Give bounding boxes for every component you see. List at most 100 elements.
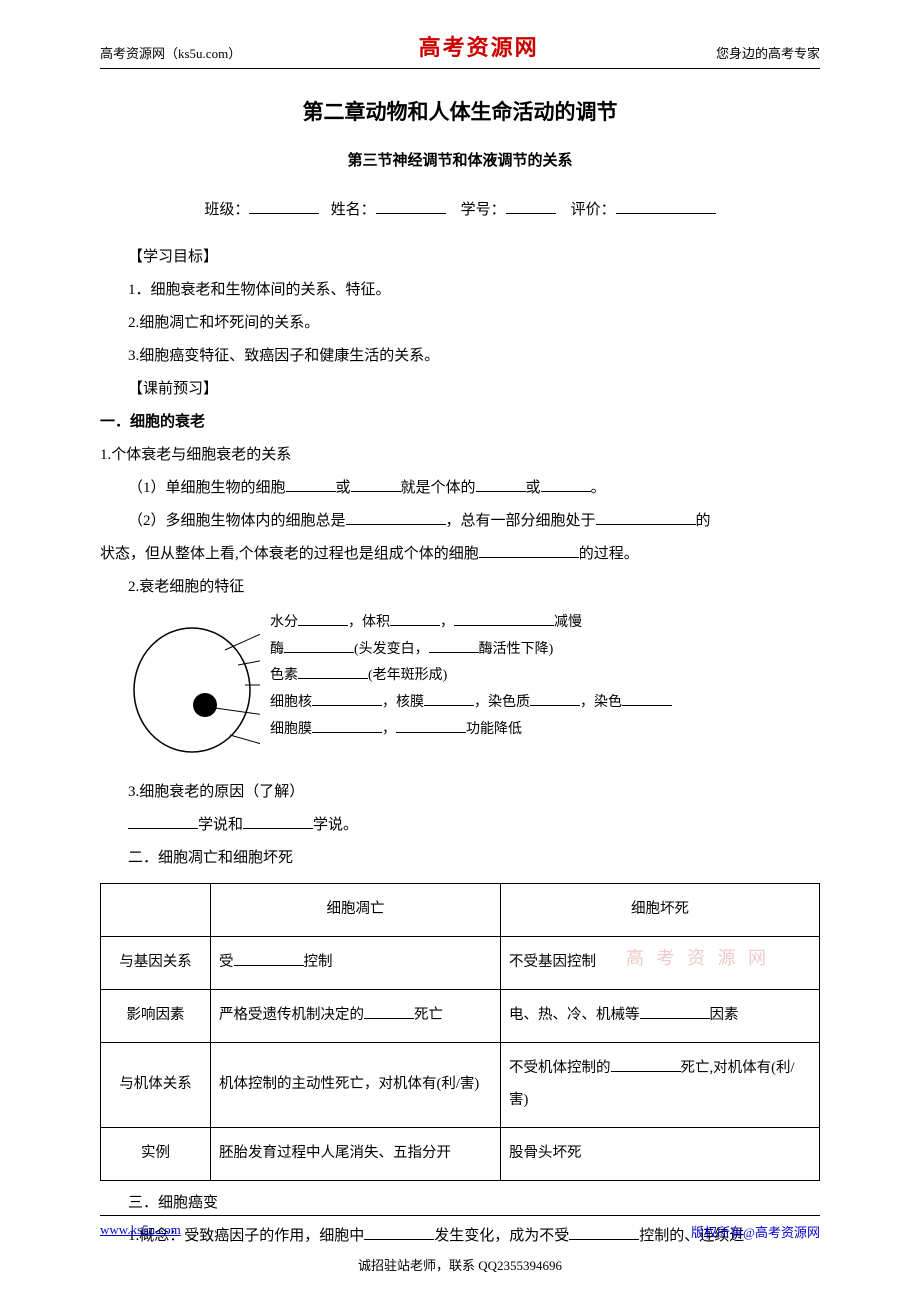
text: 就是个体的 (401, 480, 476, 496)
s1-p3: 3.细胞衰老的原因（了解） (100, 776, 820, 809)
cell: 受 控制 (211, 937, 501, 990)
row-label: 与基因关系 (101, 937, 211, 990)
diag-row-4: 细胞核，核膜，染色质，染色 (270, 690, 672, 717)
footer-copyright: 版权所有@高考资源网 (691, 1222, 820, 1241)
diag-row-2: 酶 (头发变白， 酶活性下降) (270, 637, 672, 664)
blank[interactable] (541, 477, 591, 492)
text: (头发变白， (354, 642, 429, 657)
header-right: 您身边的高考专家 (716, 43, 820, 62)
blank[interactable] (312, 692, 382, 706)
blank[interactable] (530, 692, 580, 706)
text: ， (440, 615, 454, 630)
cell: 不受机体控制的死亡,对机体有(利/害) (501, 1042, 820, 1127)
text: 减慢 (554, 615, 582, 630)
text: ， (382, 722, 396, 737)
id-blank[interactable] (506, 199, 556, 214)
blank[interactable] (479, 543, 579, 558)
text: 酶 (270, 642, 284, 657)
blank[interactable] (622, 692, 672, 706)
s1-p1-2: （2）多细胞生物体内的细胞总是，总有一部分细胞处于的 (100, 505, 820, 538)
blank[interactable] (312, 719, 382, 733)
text: 死亡 (414, 1007, 443, 1023)
section-2-head: 二．细胞凋亡和细胞坏死 (100, 842, 820, 875)
text: 细胞膜 (270, 722, 312, 737)
text: 的过程。 (579, 546, 639, 562)
table-row: 影响因素 严格受遗传机制决定的 死亡 电、热、冷、机械等因素 (101, 989, 820, 1042)
blank[interactable] (234, 952, 304, 967)
text: 酶活性下降) (479, 642, 554, 657)
blank[interactable] (298, 665, 368, 679)
text: 或 (526, 480, 541, 496)
s1-p3-1: 学说和 学说。 (100, 809, 820, 842)
header-left: 高考资源网（ks5u.com） (100, 43, 241, 62)
blank[interactable] (346, 510, 446, 525)
text: （2）多细胞生物体内的细胞总是 (128, 513, 346, 529)
blank[interactable] (424, 692, 474, 706)
cell: 股骨头坏死 (501, 1127, 820, 1180)
blank[interactable] (284, 639, 354, 653)
blank[interactable] (429, 639, 479, 653)
text: (老年斑形成) (368, 668, 447, 683)
student-info-line: 班级： 姓名： 学号： 评价： (100, 194, 820, 227)
eval-blank[interactable] (616, 199, 716, 214)
text: 细胞核 (270, 695, 312, 710)
cell: 电、热、冷、机械等因素 (501, 989, 820, 1042)
text: 电、热、冷、机械等 (509, 1007, 640, 1023)
blank[interactable] (640, 1004, 710, 1019)
blank[interactable] (396, 719, 466, 733)
text: 严格受遗传机制决定的 (219, 1007, 364, 1023)
blank[interactable] (390, 612, 440, 626)
s1-p2: 2.衰老细胞的特征 (100, 571, 820, 604)
text: 控制 (304, 954, 333, 970)
page-header: 高考资源网（ks5u.com） 高考资源网 您身边的高考专家 (100, 0, 820, 69)
blank[interactable] (286, 477, 336, 492)
blank[interactable] (476, 477, 526, 492)
text: 学说。 (313, 817, 358, 833)
class-label: 班级： (204, 202, 249, 218)
section-title: 第三节神经调节和体液调节的关系 (100, 145, 820, 178)
row-label: 与机体关系 (101, 1042, 211, 1127)
blank[interactable] (298, 612, 348, 626)
text: 学说和 (198, 817, 243, 833)
name-blank[interactable] (376, 199, 446, 214)
chapter-title: 第二章动物和人体生命活动的调节 (100, 89, 820, 135)
th-apoptosis: 细胞凋亡 (211, 884, 501, 937)
goal-1: 1．细胞衰老和生物体间的关系、特征。 (100, 274, 820, 307)
th-necrosis: 细胞坏死 (501, 884, 820, 937)
diag-row-3: 色素 (老年斑形成) (270, 663, 672, 690)
row-label: 实例 (101, 1127, 211, 1180)
class-blank[interactable] (249, 199, 319, 214)
name-label: 姓名： (331, 202, 376, 218)
text: ，染色质 (474, 695, 530, 710)
blank[interactable] (243, 814, 313, 829)
text: 不受机体控制的 (509, 1060, 611, 1076)
header-logo-text: 高考资源网 (419, 30, 539, 62)
text: 。 (591, 480, 606, 496)
diag-row-5: 细胞膜 ， 功能降低 (270, 717, 672, 744)
text: ，染色 (580, 695, 622, 710)
document-body: 第二章动物和人体生命活动的调节 第三节神经调节和体液调节的关系 班级： 姓名： … (100, 69, 820, 1253)
table-row: 与机体关系 机体控制的主动性死亡，对机体有(利/害) 不受机体控制的死亡,对机体… (101, 1042, 820, 1127)
blank[interactable] (351, 477, 401, 492)
cell-icon (130, 620, 260, 760)
blank[interactable] (454, 612, 554, 626)
blank[interactable] (128, 814, 198, 829)
goal-2: 2.细胞凋亡和坏死间的关系。 (100, 307, 820, 340)
blank[interactable] (364, 1004, 414, 1019)
footer-contact: 诚招驻站老师，联系 QQ2355394696 (100, 1255, 820, 1274)
text: ，体积 (348, 615, 390, 630)
blank[interactable] (611, 1057, 681, 1072)
text: （1）单细胞生物的细胞 (128, 480, 286, 496)
footer-url[interactable]: www.ks5u.com (100, 1222, 181, 1241)
cell: 不受基因控制 (501, 937, 820, 990)
row-label: 影响因素 (101, 989, 211, 1042)
blank[interactable] (596, 510, 696, 525)
s1-p1: 1.个体衰老与细胞衰老的关系 (100, 439, 820, 472)
section-1-head: 一．细胞的衰老 (100, 406, 820, 439)
cell-diagram: 水分，体积，减慢 酶(头发变白，酶活性下降) 色素(老年斑形成) 细胞核，核膜，… (130, 610, 820, 770)
s1-p1-1: （1）单细胞生物的细胞或就是个体的或。 (100, 472, 820, 505)
text: 功能降低 (466, 722, 522, 737)
text: 受 (219, 954, 234, 970)
cell: 胚胎发育过程中人尾消失、五指分开 (211, 1127, 501, 1180)
text: 色素 (270, 668, 298, 683)
